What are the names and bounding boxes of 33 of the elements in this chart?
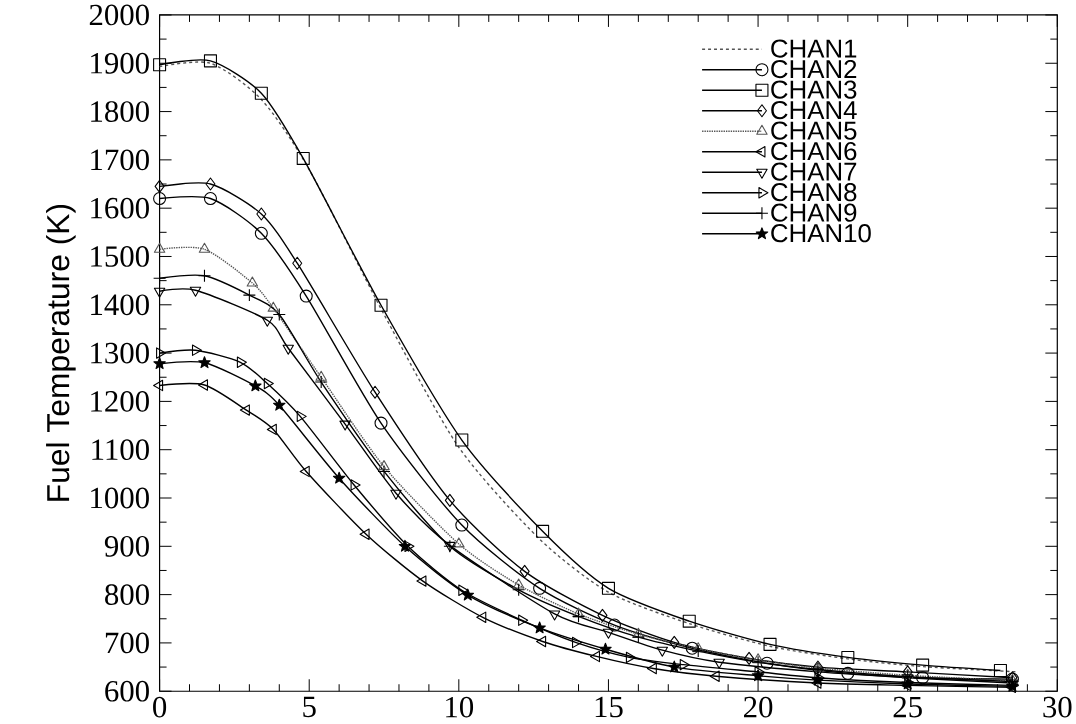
y-tick-label: 700 xyxy=(105,632,149,654)
y-axis-title: Fuel Temperature (K) xyxy=(46,204,76,501)
y-tick-label: 1200 xyxy=(91,390,149,412)
y-tick-label: 900 xyxy=(104,535,149,557)
y-tick-label: 1800 xyxy=(91,101,149,122)
y-tick-label: 1400 xyxy=(91,294,149,316)
legend-label: CHAN9 xyxy=(771,203,857,222)
x-tick-label: 0 xyxy=(153,696,167,718)
x-tick-label: 15 xyxy=(595,696,623,718)
y-tick-label: 1900 xyxy=(91,52,149,74)
y-tick-label: 1600 xyxy=(91,197,149,219)
y-tick-label: 1500 xyxy=(91,246,149,267)
x-tick-label: 10 xyxy=(446,696,474,718)
y-tick-label: 800 xyxy=(105,584,149,605)
y-tick-label: 1100 xyxy=(92,439,149,461)
y-tick-label: 600 xyxy=(105,680,149,702)
y-tick-label: 1000 xyxy=(91,487,149,509)
legend-label: CHAN1 xyxy=(771,39,857,58)
x-tick-label: 5 xyxy=(303,696,316,718)
y-tick-label: 1300 xyxy=(91,342,149,364)
legend-label: CHAN2 xyxy=(771,59,857,79)
legend-label: CHAN10 xyxy=(771,223,871,243)
legend-label: CHAN3 xyxy=(771,80,857,99)
legend-label: CHAN7 xyxy=(771,162,857,181)
legend-label: CHAN4 xyxy=(771,100,857,120)
x-tick-label: 25 xyxy=(893,696,922,718)
legend-label: CHAN5 xyxy=(771,121,857,140)
y-tick-label: 2000 xyxy=(89,4,149,26)
x-tick-label: 30 xyxy=(1043,696,1072,718)
y-tick-label: 1700 xyxy=(91,149,149,171)
x-tick-label: 20 xyxy=(744,696,773,718)
legend-label: CHAN6 xyxy=(771,141,857,161)
legend-label: CHAN8 xyxy=(771,182,857,202)
